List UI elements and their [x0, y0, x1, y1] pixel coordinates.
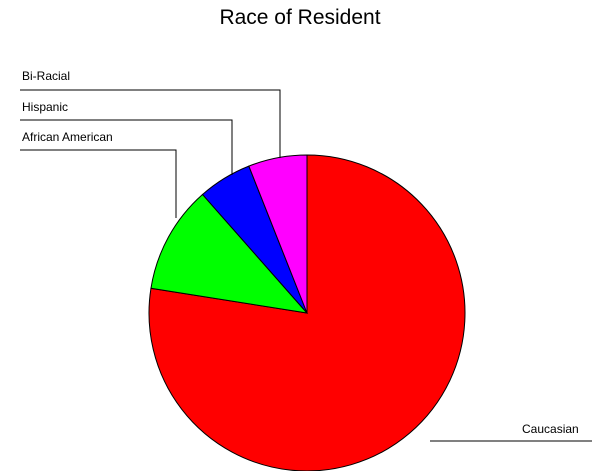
slice-label-african-american: African American: [22, 130, 113, 144]
leader-line-african-american: [20, 150, 176, 218]
slice-label-bi-racial: Bi-Racial: [22, 69, 70, 83]
leader-line-hispanic: [20, 120, 232, 175]
slice-label-caucasian: Caucasian: [522, 422, 579, 436]
slice-label-hispanic: Hispanic: [22, 100, 68, 114]
